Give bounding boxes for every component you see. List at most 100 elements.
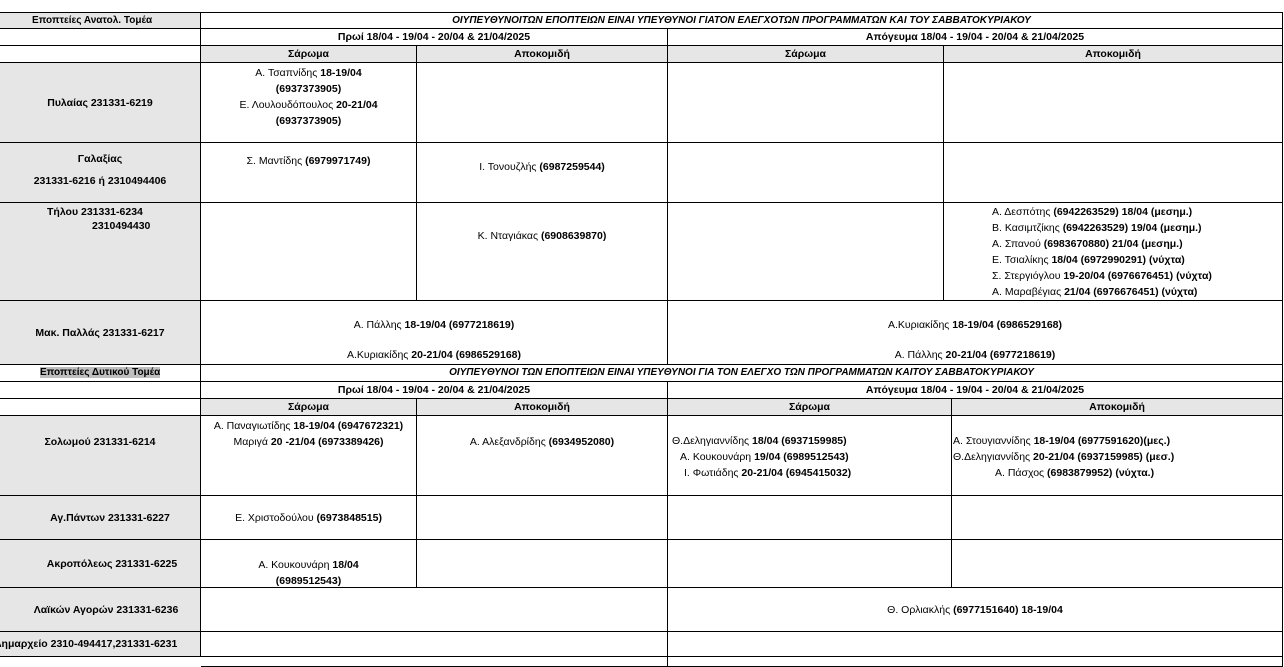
contact-details: 20-21/04 (6986529168)	[411, 349, 522, 361]
contact-details: (6983879952) (νύχτα.)	[1047, 467, 1155, 479]
cell-empty	[417, 63, 668, 143]
assignee-line: Κ. Νταγιάκας (6908639870)	[417, 228, 667, 244]
label-text: Δημαρχείο 2310-494417,231331-6231	[0, 638, 178, 650]
cell-galaxias-am-collect: Ι. Τονουζλής (6987259544)	[417, 143, 668, 203]
cell-empty	[944, 143, 1283, 203]
person-name: Α. Στουγιαννίδης	[953, 435, 1034, 447]
assignee-line: Α.Κυριακίδης 20-21/04 (6986529168)	[201, 347, 667, 363]
person-name: Α. Πάλλης	[894, 349, 946, 361]
person-name: Α. Κουκουνάρη	[680, 451, 755, 463]
person-name: Α. Μαραβέγιας	[992, 286, 1065, 298]
contact-details: 18/04 (6937159985)	[752, 435, 847, 447]
contact-details: 19/04 (6989512543)	[754, 451, 849, 463]
contact-details: 20-21/04 (6977218619)	[945, 349, 1056, 361]
contact-details: 18-19/04 (6977218619)	[404, 319, 515, 331]
cell-solomou-pm-scan: Θ.Δεληγιαννίδης 18/04 (6937159985) Α. Κου…	[668, 416, 952, 496]
col-header-collect-pm: Αποκομιδή	[944, 46, 1283, 63]
assignee-line: Ε. Τσιαλίκης 18/04 (6972990291) (νύχτα)	[992, 252, 1282, 268]
person-name: Σ. Μαντίδης	[246, 155, 306, 167]
col-header-scan-pm: Σάρωμα	[668, 399, 952, 416]
row-label-agpanton: Αγ.Πάντων 231331-6227	[0, 496, 201, 540]
assignee-line: (6937373905)	[201, 113, 416, 129]
person-name: Α. Αλεξανδρίδης	[469, 436, 549, 448]
east-morning-header: Πρωί 18/04 - 19/04 - 20/04 & 21/04/2025	[201, 29, 668, 46]
person-name: Α.Κυριακίδης	[346, 349, 412, 361]
contact-details: 20-21/04 (6937159985) (μεσ.)	[1033, 451, 1175, 463]
label-line: Γαλαξίας	[77, 153, 123, 165]
label-text: Μακ. Παλλάς 231331-6217	[35, 326, 165, 339]
assignee-line: (6989512543)	[201, 573, 416, 587]
assignee-line: Α. Στουγιαννίδης 18-19/04 (6977591620)(μ…	[953, 433, 1282, 449]
west-section-label: Εποπτείες Δυτικού Τομέα	[0, 365, 201, 382]
col-header-scan-am: Σάρωμα	[201, 46, 417, 63]
assignee-line: Θ. Ορλιακλής (6977151640) 18-19/04	[887, 602, 1063, 618]
blank-cell	[0, 29, 201, 46]
row-label-dimarxeio: Δημαρχείο 2310-494417,231331-6231	[0, 632, 201, 657]
row-label-pallas: Μακ. Παλλάς 231331-6217	[0, 301, 201, 365]
assignee-line: Θ.Δεληγιαννίδης 18/04 (6937159985)	[672, 433, 951, 449]
assignee-line: Α. Σπανού (6983670880) 21/04 (μεσημ.)	[992, 236, 1282, 252]
cell-tilou-pm-collect: Α. Δεσπότης (6942263529) 18/04 (μεσημ.) Β…	[944, 203, 1283, 301]
contact-details: (6987259544)	[539, 161, 605, 173]
col-header-collect-pm: Αποκομιδή	[952, 399, 1283, 416]
row-label-tilou: Τήλου 231331-6234 2310494430	[0, 203, 201, 301]
contact-details: 18/04 (6972990291) (νύχτα)	[1051, 254, 1185, 266]
west-afternoon-header: Απόγευμα 18/04 - 19/04 - 20/04 & 21/04/2…	[668, 382, 1283, 399]
east-afternoon-header: Απόγευμα 18/04 - 19/04 - 20/04 & 21/04/2…	[668, 29, 1283, 46]
cell-solomou-am-collect: Α. Αλεξανδρίδης (6934952080)	[417, 416, 668, 496]
label-line: Τήλου 231331-6234	[47, 206, 143, 218]
person-name: Μαριγά	[233, 436, 271, 448]
assignee-line: Α. Παναγιωτίδης 18-19/04 (6947672321)	[201, 418, 416, 434]
contact-details: (6908639870)	[540, 230, 607, 242]
assignee-line: Ε. Λουλουδόπουλος 20-21/04	[201, 97, 416, 113]
row-label-galaxias: Γαλαξίας 231331-6216 ή 2310494406	[0, 143, 201, 203]
cell-pallas-pm: Α.Κυριακίδης 18-19/04 (6986529168) Α. Πάλ…	[668, 301, 1283, 365]
assignee-line: Α. Αλεξανδρίδης (6934952080)	[417, 434, 667, 450]
person-name: Σ. Στεργιόγλου	[992, 270, 1064, 282]
cell-galaxias-am-scan: Σ. Μαντίδης (6979971749)	[201, 143, 417, 203]
cell-empty	[668, 63, 944, 143]
assignee-line: Σ. Μαντίδης (6979971749)	[201, 153, 416, 169]
blank-cell	[0, 46, 201, 63]
contact-details: 21/04 (6976676451) (νύχτα)	[1064, 286, 1198, 298]
cell-empty	[668, 657, 1283, 667]
cell-empty	[668, 540, 952, 588]
assignee-line: Α.Κυριακίδης 18-19/04 (6986529168)	[668, 317, 1282, 333]
person-name: Β. Κασιμτζίκης	[992, 222, 1063, 234]
contact-details: 18-19/04 (6986529168)	[952, 319, 1063, 331]
col-header-collect-am: Αποκομιδή	[417, 399, 668, 416]
contact-details: (6973848515)	[316, 511, 382, 524]
person-name: Α. Πάσχος	[995, 467, 1048, 479]
cell-empty	[417, 496, 668, 540]
person-name: Α. Σπανού	[992, 238, 1044, 250]
person-name: Α. Δεσπότης	[992, 206, 1054, 218]
row-label-solomou: Σολωμού 231331-6214	[0, 416, 201, 496]
assignee-line: Α. Μαραβέγιας 21/04 (6976676451) (νύχτα)	[992, 284, 1282, 300]
east-notice: ΟΙΥΠΕΥΘΥΝΟΙΤΩΝ ΕΠΟΠΤΕΙΩΝ ΕΙΝΑΙ ΥΠΕΥΘΥΝΟΙ…	[201, 12, 1283, 29]
person-name: Θ. Ορλιακλής	[887, 603, 954, 616]
contact-details: 20 -21/04 (6973389426)	[270, 436, 384, 448]
row-label-laikon: Λαϊκών Αγορών 231331-6236	[0, 588, 201, 632]
contact-details: 19-20/04 (6976676451) (νύχτα)	[1063, 270, 1212, 282]
contact-details: (6977151640) 18-19/04	[953, 603, 1063, 616]
assignee-line: Β. Κασιμτζίκης (6942263529) 19/04 (μεσημ…	[992, 220, 1282, 236]
person-name: Ι. Τονουζλής	[479, 161, 540, 173]
contact-details: 18-19/04	[320, 67, 362, 79]
assignee-line: Α. Πάλλης 20-21/04 (6977218619)	[668, 347, 1282, 363]
contact-details: 18-19/04 (6947672321)	[293, 420, 404, 432]
person-name: Α. Πάλλης	[353, 319, 405, 331]
cell-solomou-am-scan: Α. Παναγιωτίδης 18-19/04 (6947672321) Μαρ…	[201, 416, 417, 496]
cell-laikon-pm: Θ. Ορλιακλής (6977151640) 18-19/04	[668, 588, 1283, 632]
assignee-line: Α. Κουκουνάρη 19/04 (6989512543)	[672, 449, 951, 465]
person-name: Ι. Φωτιάδης	[684, 467, 742, 479]
assignee-line: (6937373905)	[201, 81, 416, 97]
cell-empty	[201, 657, 668, 667]
cell-empty	[201, 203, 417, 301]
label-text: Εποπτείες Δυτικού Τομέα	[40, 367, 161, 378]
row-label-pylaias: Πυλαίας 231331-6219	[0, 63, 201, 143]
person-name: Α. Κουκουνάρη	[258, 559, 333, 571]
person-name: Ε. Χριστοδούλου	[235, 511, 317, 524]
label-text: Πυλαίας 231331-6219	[47, 96, 153, 109]
assignee-line: Ι. Τονουζλής (6987259544)	[417, 159, 667, 175]
blank-cell	[0, 382, 201, 399]
